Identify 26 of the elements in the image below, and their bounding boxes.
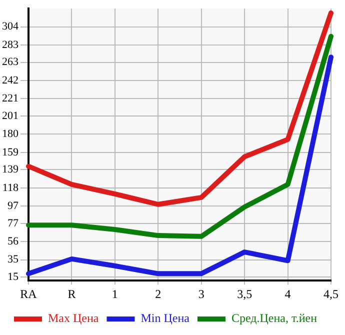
y-tick-label: 15	[8, 271, 19, 284]
y-tick-label: 97	[8, 200, 19, 212]
y-tick-label: 77	[8, 217, 19, 230]
x-tick-label: 4	[284, 286, 291, 301]
y-tick-label: 139	[2, 164, 19, 176]
x-tick-label: R	[68, 286, 76, 301]
y-tick-label: 221	[2, 92, 18, 105]
y-tick-label: 283	[2, 38, 19, 51]
x-tick-label: 3	[198, 286, 204, 301]
x-tick-label: 1	[112, 286, 118, 301]
y-tick-label: 159	[2, 146, 19, 158]
x-tick-label: 2	[155, 286, 162, 301]
y-tick-label: 56	[8, 236, 19, 248]
legend-label: Сред.Цена, т.йен	[231, 311, 318, 326]
y-tick-label: 304	[2, 20, 19, 33]
x-tick-label: RA	[20, 286, 38, 301]
y-tick-label: 242	[2, 74, 18, 86]
y-tick-label: 118	[2, 182, 19, 194]
y-tick-label: 35	[8, 254, 19, 266]
y-tick-label: 180	[2, 128, 19, 140]
x-tick-label: 4,5	[324, 286, 338, 301]
y-tick-label: 263	[2, 56, 19, 68]
legend-label: Max Цена	[48, 311, 100, 326]
legend-label: Min Цена	[140, 311, 190, 326]
x-tick-label: 3,5	[237, 286, 252, 301]
y-tick-label: 201	[2, 110, 18, 122]
